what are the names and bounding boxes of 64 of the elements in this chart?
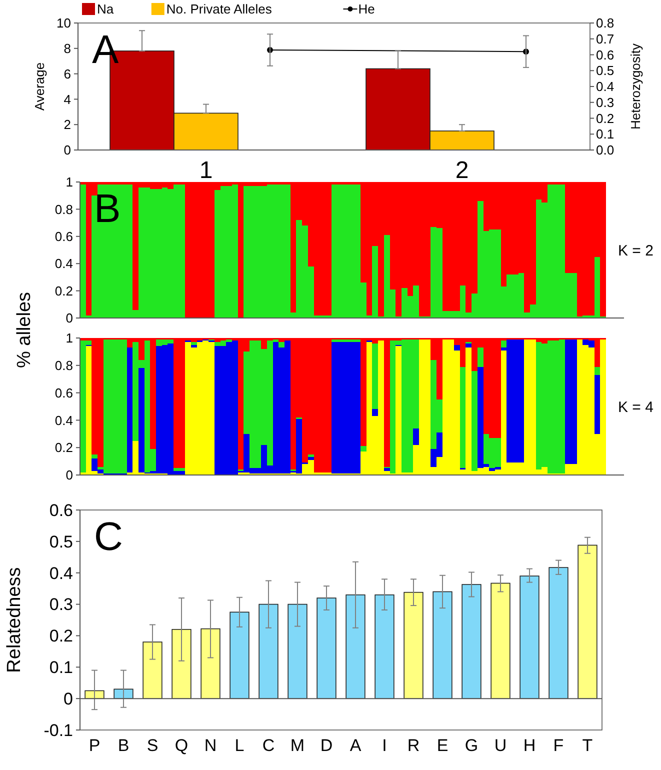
y2-tick-label: 0.7: [596, 31, 614, 46]
x-tick-label: G: [464, 736, 478, 755]
x-tick-label: F: [553, 736, 564, 755]
x-tick-label: N: [204, 736, 217, 755]
y-tick-label: 0.4: [54, 412, 73, 428]
y-tick-label: 4: [64, 92, 71, 107]
y-axis-title: % alleles: [14, 292, 35, 368]
y-tick-label: 0.4: [54, 256, 73, 272]
y2-tick-label: 0.3: [596, 94, 614, 110]
y-tick-label: 2: [64, 117, 71, 132]
annotation: A: [92, 28, 119, 72]
x-tick-label: E: [436, 736, 448, 755]
y-axis-title: Relatedness: [4, 567, 25, 673]
y-tick-label: 0.6: [54, 385, 73, 400]
y2-tick-label: 0.1: [596, 126, 614, 142]
x-tick-label: B: [118, 736, 130, 755]
y2-tick-label: 0.6: [596, 47, 614, 62]
y-tick-label: 0.2: [54, 440, 73, 456]
y-tick-label: 10: [56, 16, 71, 31]
y-tick-label: -0.1: [44, 720, 73, 740]
x-tick-label: Q: [174, 736, 188, 755]
x-tick-label: A: [350, 736, 362, 755]
legend-label: No. Private Alleles: [166, 2, 272, 17]
y-tick-label: 0.8: [54, 202, 73, 217]
y2-tick-label: 0.2: [596, 110, 614, 126]
x-tick-label: P: [88, 736, 100, 755]
x-tick-label: I: [382, 736, 387, 755]
y-tick-label: 0.5: [49, 532, 73, 552]
y2-tick-label: 0.4: [596, 79, 614, 94]
legend-label: He: [358, 2, 375, 17]
x-tick-label: C: [262, 736, 275, 755]
y-tick-label: 0.1: [49, 658, 73, 678]
y-tick-label: 0: [66, 310, 73, 326]
y-tick-label: 0: [64, 142, 71, 158]
y-tick-label: 0.4: [49, 564, 73, 583]
y-tick-label: 0.3: [49, 595, 73, 614]
x-tick-label: T: [582, 736, 593, 755]
y-tick-label: 0.2: [49, 626, 73, 646]
y-tick-label: 0.6: [54, 228, 73, 244]
x-tick-label: D: [320, 736, 333, 755]
y-tick-label: 8: [64, 40, 71, 56]
y-tick-label: 0.6: [49, 500, 73, 520]
y-axis-title: Average: [32, 62, 47, 111]
y-tick-label: 0: [64, 690, 73, 709]
text: K = 4: [618, 398, 654, 416]
x-tick-label: S: [146, 736, 158, 755]
y-tick-label: 0.8: [54, 358, 73, 373]
x-tick-label: U: [494, 736, 507, 755]
y2-tick-label: 0.0: [596, 142, 614, 158]
legend-label: Na: [97, 2, 114, 17]
x-tick-label: L: [234, 736, 244, 755]
y2-axis-title: Heterozygosity: [628, 43, 643, 130]
y-tick-label: 6: [64, 66, 71, 82]
y2-tick-label: 0.8: [596, 16, 614, 31]
annotation: B: [94, 187, 121, 231]
x-tick-label: H: [523, 736, 536, 755]
y2-tick-label: 0.5: [596, 63, 614, 78]
y-tick-label: 0: [66, 468, 73, 483]
y-tick-label: 0.2: [54, 283, 73, 298]
y-tick-label: 1: [66, 330, 73, 346]
text: K = 2: [618, 242, 654, 260]
annotation: C: [94, 515, 123, 559]
x-tick-label: M: [290, 736, 305, 755]
x-tick-label: R: [407, 736, 420, 755]
